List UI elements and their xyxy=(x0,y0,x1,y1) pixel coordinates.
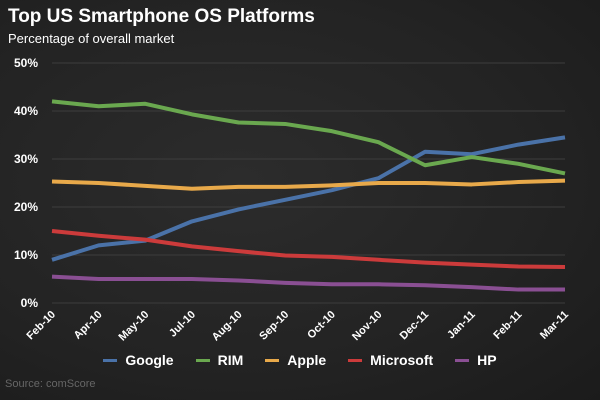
legend: Google RIM Apple Microsoft HP xyxy=(0,352,600,368)
x-tick-label: May-10 xyxy=(117,309,152,344)
y-tick-label: 40% xyxy=(14,104,38,118)
legend-item-microsoft[interactable]: Microsoft xyxy=(348,352,433,368)
x-tick-label: Apr-10 xyxy=(72,309,105,342)
x-tick-label: Mar-11 xyxy=(538,309,571,342)
y-tick-label: 0% xyxy=(21,296,39,310)
legend-swatch xyxy=(195,358,210,362)
x-tick-label: Nov-10 xyxy=(350,309,384,343)
legend-item-hp[interactable]: HP xyxy=(455,352,497,368)
legend-swatch xyxy=(103,358,118,362)
chart-subtitle: Percentage of overall market xyxy=(8,31,175,46)
legend-swatch xyxy=(455,358,470,362)
x-tick-label: Feb-10 xyxy=(25,309,59,343)
legend-item-apple[interactable]: Apple xyxy=(265,352,326,368)
legend-item-google[interactable]: Google xyxy=(103,352,174,368)
y-tick-label: 50% xyxy=(14,56,38,70)
legend-label: Google xyxy=(125,352,174,368)
x-tick-label: Oct-10 xyxy=(305,309,338,342)
legend-label: RIM xyxy=(217,352,244,368)
x-tick-label: Feb-11 xyxy=(491,309,524,342)
legend-item-rim[interactable]: RIM xyxy=(195,352,244,368)
chart-title: Top US Smartphone OS Platforms xyxy=(8,6,315,27)
y-tick-label: 30% xyxy=(14,152,38,166)
y-tick-label: 20% xyxy=(14,200,38,214)
source-note: Source: comScore xyxy=(5,378,96,390)
x-tick-label: Aug-10 xyxy=(210,309,245,344)
series-line-rim xyxy=(51,99,566,176)
x-tick-label: Dec-11 xyxy=(398,309,432,343)
legend-label: Microsoft xyxy=(370,352,434,368)
series-line-hp xyxy=(51,274,565,292)
series-line-apple xyxy=(51,178,566,191)
x-tick-label: Jul-10 xyxy=(167,309,198,340)
series-line-microsoft xyxy=(51,229,566,269)
legend-swatch xyxy=(348,358,363,362)
legend-swatch xyxy=(265,358,280,362)
series-line-google xyxy=(51,135,566,262)
y-tick-label: 10% xyxy=(14,248,38,262)
legend-label: HP xyxy=(477,352,497,368)
x-tick-label: Sep-10 xyxy=(257,309,291,343)
x-tick-label: Jan-11 xyxy=(445,309,478,342)
legend-label: Apple xyxy=(287,352,327,368)
